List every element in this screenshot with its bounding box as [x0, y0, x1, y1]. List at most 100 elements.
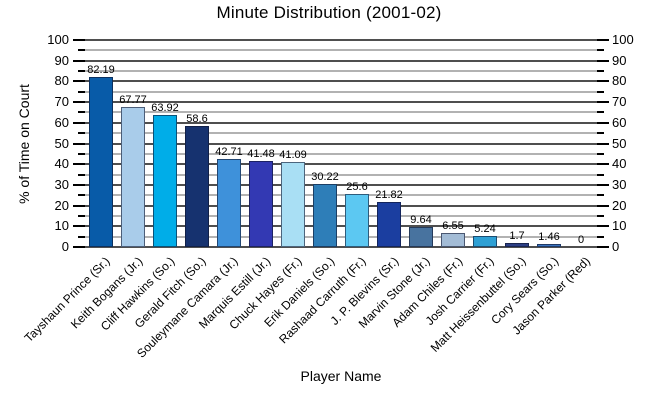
bar — [441, 233, 465, 247]
y-major-tick-right — [597, 183, 609, 186]
y-minor-tick-right — [597, 235, 604, 238]
y-major-tick-left — [73, 163, 85, 166]
bar-value-label: 25.6 — [346, 181, 368, 193]
major-gridline — [85, 225, 597, 228]
y-minor-tick-right — [597, 132, 604, 135]
y-minor-tick-right — [597, 70, 604, 73]
bar-value-label: 42.71 — [215, 146, 243, 158]
y-tick-label-right: 40 — [612, 156, 627, 172]
y-major-tick-left — [73, 121, 85, 124]
y-major-tick-right — [597, 80, 609, 83]
minor-gridline — [85, 194, 597, 197]
major-gridline — [85, 39, 597, 42]
bar-value-label: 41.48 — [247, 148, 275, 160]
bar-value-label: 0 — [577, 234, 585, 246]
y-major-tick-left — [73, 142, 85, 145]
y-minor-tick-right — [597, 194, 604, 197]
y-tick-label-right: 100 — [612, 32, 634, 47]
bar — [185, 126, 209, 247]
bar-value-label: 67.77 — [119, 94, 147, 106]
bar — [505, 243, 529, 247]
bar — [153, 115, 177, 247]
y-tick-label-right: 50 — [612, 135, 627, 151]
bar-value-label: 6.55 — [442, 220, 464, 232]
y-tick-label-left: 0 — [61, 239, 69, 254]
y-minor-tick-right — [597, 111, 604, 114]
y-major-tick-right — [597, 101, 609, 104]
bar-value-label: 63.92 — [151, 102, 179, 114]
bar — [537, 244, 561, 247]
y-tick-label-left: 100 — [47, 32, 69, 47]
bar-value-label: 82.19 — [87, 64, 115, 76]
y-major-tick-left — [73, 101, 85, 104]
major-gridline — [85, 101, 597, 104]
bar-value-label: 21.82 — [375, 189, 403, 201]
bar-value-label: 1.7 — [509, 230, 525, 242]
y-minor-tick-left — [78, 132, 85, 135]
minor-gridline — [85, 152, 597, 155]
y-major-tick-left — [73, 39, 85, 41]
y-tick-label-left: 40 — [54, 156, 69, 172]
y-minor-tick-left — [78, 194, 85, 197]
y-minor-tick-right — [597, 173, 604, 176]
y-tick-label-right: 10 — [612, 218, 627, 234]
minor-gridline — [85, 70, 597, 73]
minor-gridline — [85, 90, 597, 93]
y-major-tick-right — [597, 225, 609, 228]
y-major-tick-right — [597, 204, 609, 207]
y-tick-label-left: 10 — [54, 218, 69, 234]
chart-title: Minute Distribution (2001-02) — [216, 3, 442, 22]
y-minor-tick-left — [78, 70, 85, 73]
y-major-tick-left — [73, 225, 85, 228]
y-major-tick-left — [73, 80, 85, 83]
bar — [345, 194, 369, 247]
bar — [377, 202, 401, 247]
bar — [313, 184, 337, 247]
y-minor-tick-left — [78, 235, 85, 238]
y-minor-tick-left — [78, 173, 85, 176]
bar-value-label: 41.09 — [279, 149, 307, 161]
y-major-tick-right — [597, 142, 609, 145]
bar-value-label: 58.6 — [186, 113, 208, 125]
bar-value-label: 30.22 — [311, 171, 339, 183]
x-axis-category-labels: Tayshaun Prince (Sr.) Keith Bogans (Jr.) C… — [0, 254, 658, 374]
minor-gridline — [85, 173, 597, 176]
y-tick-label-right: 70 — [612, 94, 627, 110]
y-tick-label-right: 90 — [612, 52, 627, 68]
y-tick-label-right: 0 — [612, 239, 620, 254]
bar-value-label: 9.64 — [410, 214, 432, 226]
y-major-tick-left — [73, 204, 85, 207]
x-axis-title: Player Name — [300, 368, 382, 384]
major-gridline — [85, 80, 597, 83]
y-minor-tick-right — [597, 90, 604, 93]
minor-gridline — [85, 214, 597, 217]
y-major-tick-right — [597, 39, 609, 41]
minor-gridline — [85, 132, 597, 135]
bar — [281, 162, 305, 247]
y-tick-label-right: 30 — [612, 176, 627, 192]
y-tick-label-left: 90 — [54, 52, 69, 68]
y-minor-tick-right — [597, 214, 604, 217]
bar — [249, 161, 273, 247]
major-gridline — [85, 163, 597, 166]
y-minor-tick-left — [78, 111, 85, 114]
y-tick-label-left: 30 — [54, 176, 69, 192]
bar — [409, 227, 433, 247]
y-tick-label-left: 50 — [54, 135, 69, 151]
plot-area: 82.19 67.77 63.92 58.6 42.71 41.48 41.09 30.22 2… — [85, 39, 597, 248]
y-minor-tick-left — [78, 90, 85, 93]
y-minor-tick-left — [78, 49, 85, 52]
y-minor-tick-right — [597, 152, 604, 155]
bar-value-label: 1.46 — [538, 231, 560, 243]
bar — [121, 107, 145, 247]
bar — [473, 236, 497, 247]
bar — [217, 159, 241, 247]
major-gridline — [85, 246, 597, 248]
minor-gridline — [85, 111, 597, 114]
major-gridline — [85, 121, 597, 124]
bar — [89, 77, 113, 247]
bar-value-label: 5.24 — [474, 223, 496, 235]
major-gridline — [85, 204, 597, 207]
y-minor-tick-left — [78, 152, 85, 155]
